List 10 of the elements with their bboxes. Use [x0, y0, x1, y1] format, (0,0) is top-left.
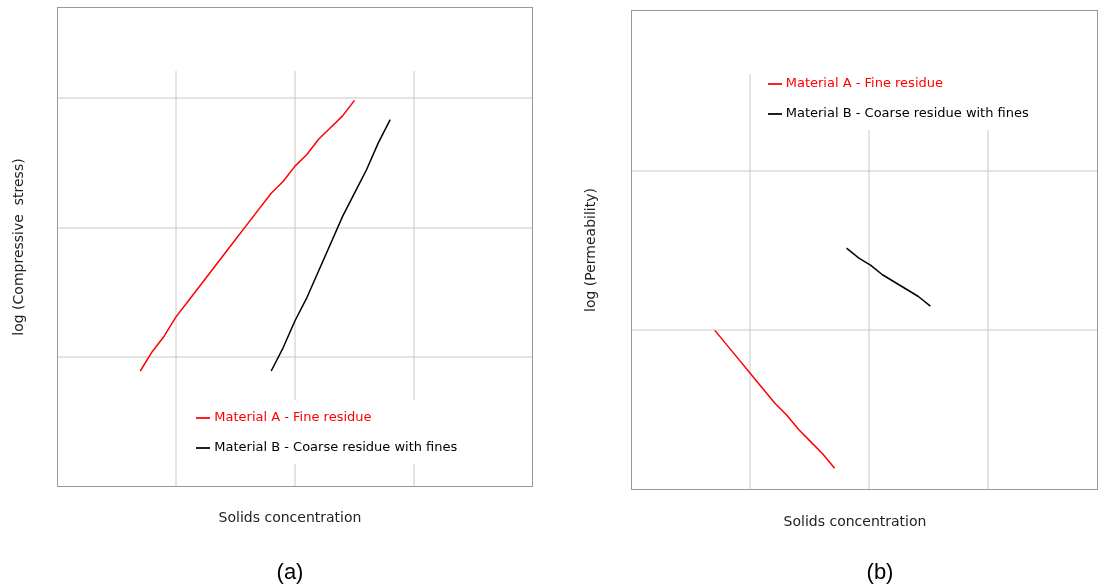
legend-label: Material A - Fine residue — [214, 409, 372, 424]
y-axis-title: log (Permeability) — [582, 188, 598, 312]
y-axis-title: log (Compressive stress) — [10, 158, 26, 336]
legend-label: Material B - Coarse residue with fines — [214, 439, 458, 454]
legend-label: Material A - Fine residue — [785, 75, 943, 90]
x-axis-title: Solids concentration — [218, 509, 362, 525]
legend-label: Material B - Coarse residue with fines — [785, 105, 1029, 120]
text: (a) — [276, 559, 304, 585]
text: (b) — [866, 559, 894, 585]
x-axis-title: Solids concentration — [783, 513, 927, 529]
